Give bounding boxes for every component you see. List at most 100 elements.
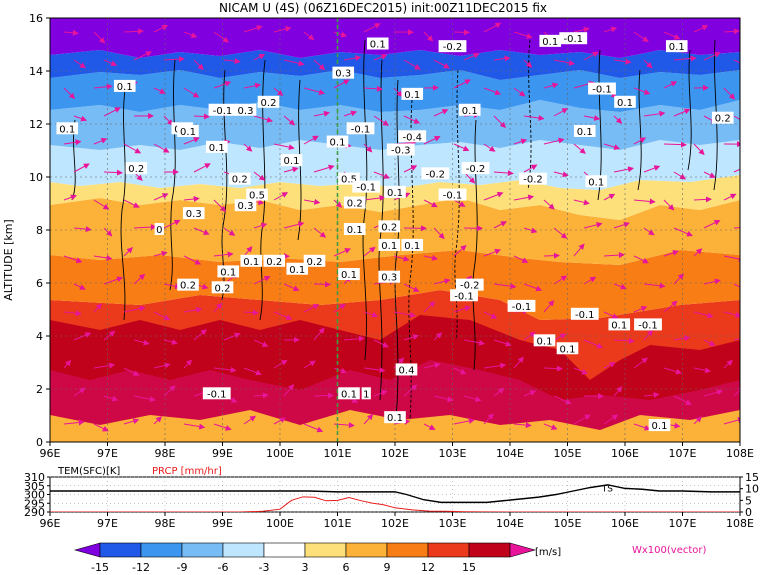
wind-vector bbox=[333, 31, 348, 38]
wind-vector bbox=[103, 330, 116, 341]
colorbar-segment bbox=[427, 542, 470, 558]
contour-label-bg bbox=[398, 130, 427, 143]
wind-vector bbox=[283, 384, 295, 397]
wind-vector bbox=[373, 54, 388, 61]
y-tick-label: 16 bbox=[29, 12, 43, 25]
contour-label-bg bbox=[240, 254, 263, 267]
contour-label: 0.1 bbox=[588, 177, 604, 188]
contour-label: 0.1 bbox=[617, 98, 633, 109]
wind-vector bbox=[493, 387, 505, 397]
x-tick-label: 106E bbox=[611, 447, 639, 460]
wind-vector bbox=[673, 108, 691, 117]
contour-label-bg bbox=[648, 419, 671, 432]
wind-vector bbox=[273, 87, 284, 97]
wind-vector bbox=[313, 392, 334, 399]
wind-vector bbox=[213, 302, 223, 313]
wind-vector bbox=[133, 51, 153, 61]
wind-vector bbox=[123, 247, 133, 257]
contour-label: 0.1 bbox=[404, 241, 420, 252]
contour-label-bg bbox=[234, 103, 257, 116]
wind-vector bbox=[403, 165, 418, 173]
wind-vector bbox=[543, 137, 565, 145]
wind-vector bbox=[303, 135, 319, 145]
wind-vector bbox=[543, 199, 555, 210]
contour-label-bg bbox=[438, 40, 467, 53]
contour-label-bg bbox=[378, 270, 401, 283]
contour-label: 0.1 bbox=[611, 320, 627, 331]
contour-label-bg bbox=[113, 79, 136, 92]
contour-label-bg bbox=[352, 180, 381, 193]
wind-vector bbox=[483, 143, 496, 152]
wind-vector bbox=[153, 25, 169, 33]
wind-vector bbox=[513, 194, 535, 201]
wind-vector bbox=[313, 164, 335, 173]
vector-label: Wx100(vector) bbox=[632, 545, 707, 556]
wind-vector bbox=[463, 339, 486, 346]
wind-vector bbox=[403, 59, 421, 70]
contour-label: -0.1 bbox=[207, 389, 227, 400]
wind-vector bbox=[153, 250, 168, 257]
contour-label-bg bbox=[257, 95, 280, 108]
wind-vector bbox=[193, 113, 210, 120]
colorbar-left-cap bbox=[73, 542, 101, 558]
wind-vector bbox=[453, 305, 471, 313]
wind-vector bbox=[643, 329, 654, 341]
contour-label: 0.2 bbox=[715, 114, 731, 125]
sub-x-tick-label: 102E bbox=[381, 517, 409, 530]
contour-label: 0.1 bbox=[537, 336, 553, 347]
wind-vector bbox=[523, 331, 536, 341]
wind-vector bbox=[733, 168, 740, 173]
wind-vector bbox=[283, 115, 296, 126]
wind-vector bbox=[703, 52, 721, 61]
sub-right-tick-label: 10 bbox=[745, 483, 759, 496]
sub-right-tick-label: 0 bbox=[745, 506, 752, 519]
contour-label-bg bbox=[202, 387, 231, 400]
contour-label: 0.1 bbox=[404, 90, 420, 101]
ts-annotation: TS bbox=[601, 485, 613, 495]
x-tick-label: 96E bbox=[40, 447, 61, 460]
contour-label-bg bbox=[263, 254, 286, 267]
contour-label: 0.2 bbox=[347, 199, 363, 210]
wind-vector bbox=[573, 143, 586, 154]
wind-vector bbox=[513, 255, 529, 263]
wind-vector bbox=[313, 227, 327, 238]
wind-vector bbox=[403, 384, 418, 397]
colorbar-segment bbox=[222, 542, 265, 558]
contour-label: 0.1 bbox=[542, 37, 558, 48]
wind-vector bbox=[693, 367, 712, 374]
wind-vector bbox=[253, 339, 269, 347]
y-tick-label: 14 bbox=[29, 65, 43, 78]
contour-label-bg bbox=[539, 34, 562, 47]
wind-vector bbox=[523, 283, 543, 292]
contour-label-bg bbox=[588, 82, 616, 95]
contour-label: 0.1 bbox=[59, 124, 75, 135]
colorbar: -15 -12 -9 -6 -3 3 6 9 12 15 bbox=[73, 542, 537, 574]
contour-label: -0.1 bbox=[575, 310, 595, 321]
contour-label-bg bbox=[228, 172, 251, 185]
contour-label: 0.5 bbox=[341, 175, 357, 186]
wind-vector bbox=[313, 327, 325, 341]
x-tick-label: 97E bbox=[97, 447, 118, 460]
contour-label-bg bbox=[614, 95, 636, 108]
contour-label-bg bbox=[332, 66, 355, 79]
wind-vector bbox=[283, 59, 305, 67]
contour-label: 0.3 bbox=[238, 201, 254, 212]
sub-x-tick-label: 103E bbox=[439, 517, 467, 530]
wind-vector bbox=[553, 275, 568, 285]
wind-vector bbox=[73, 226, 92, 233]
wind-vector bbox=[553, 171, 569, 178]
wind-vector bbox=[63, 194, 77, 201]
contour-label-bg bbox=[570, 307, 599, 320]
series-tem-line bbox=[50, 484, 740, 504]
wind-vector bbox=[573, 243, 585, 257]
wind-vector bbox=[133, 273, 146, 285]
wind-vector bbox=[103, 227, 113, 237]
sub-x-tick-label: 100E bbox=[266, 517, 294, 530]
sub-x-tick-label: 96E bbox=[40, 517, 61, 530]
x-tick-label: 103E bbox=[439, 447, 467, 460]
wind-vector bbox=[303, 304, 320, 313]
contour-label-bg bbox=[338, 268, 360, 281]
contour-label: -0.3 bbox=[391, 146, 411, 157]
colorbar-tick-label: -12 bbox=[132, 561, 150, 574]
wind-vector bbox=[723, 359, 733, 369]
